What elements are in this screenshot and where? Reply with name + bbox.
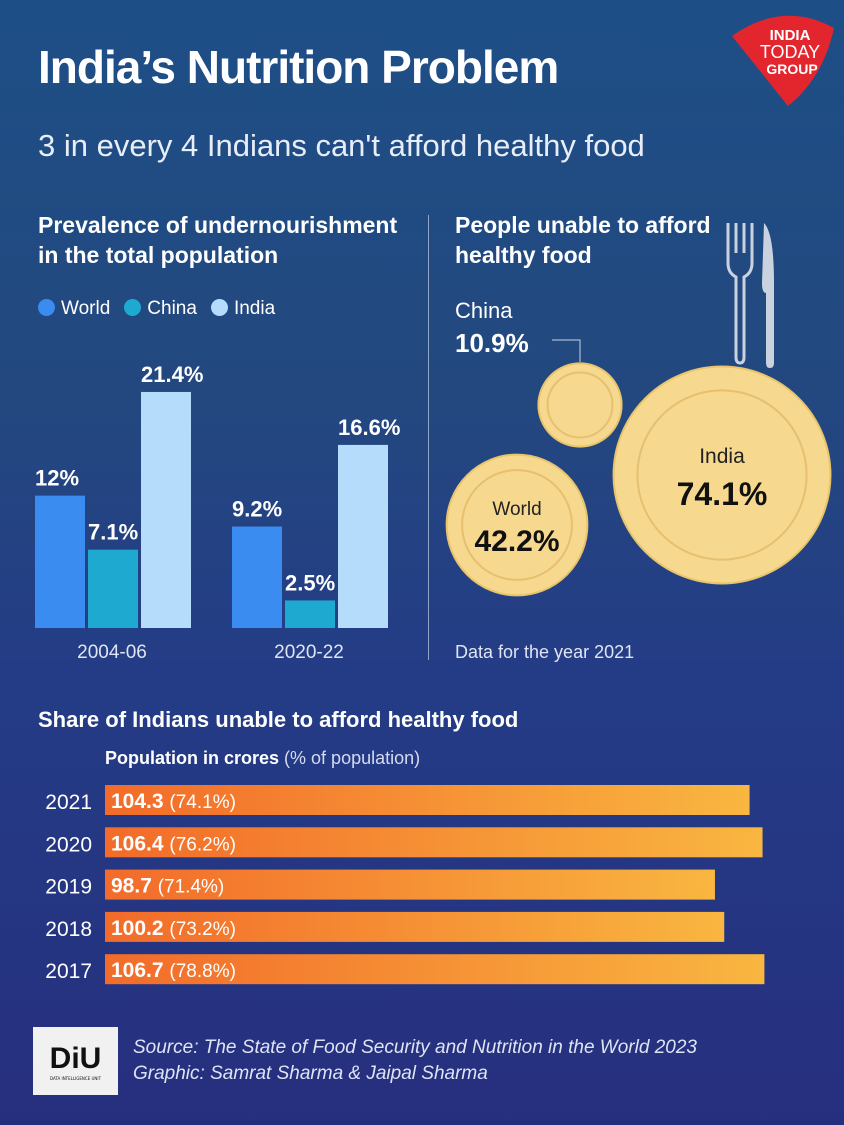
chart3-subtitle: Population in crores (% of population)	[105, 748, 421, 768]
x-tick-label: 2020-22	[274, 642, 344, 663]
plate-rim	[636, 389, 808, 561]
bar-label: 9.2%	[232, 497, 282, 522]
bar-2018	[105, 911, 725, 942]
leader-line	[552, 339, 581, 362]
chart1-title: Prevalence of undernourishment in the to…	[38, 212, 398, 268]
plate-value: 42.2%	[474, 525, 559, 558]
svg-text:TODAY: TODAY	[760, 42, 820, 62]
bar-china-2004-06	[88, 549, 138, 628]
bar-label: 106.4 (76.2%)	[111, 832, 236, 855]
source-text: Source: The State of Food Security and N…	[133, 1037, 697, 1058]
credit-text: Graphic: Samrat Sharma & Jaipal Sharma	[133, 1063, 488, 1084]
plate-name: World	[492, 499, 541, 520]
fork-knife-icon	[726, 223, 774, 368]
chart2-title: People unable to afford healthy food	[455, 212, 711, 268]
plate-rim	[546, 371, 614, 439]
legend-china: China	[124, 298, 197, 320]
divider	[428, 215, 429, 660]
svg-text:GROUP: GROUP	[766, 61, 817, 77]
chart2-note: Data for the year 2021	[455, 642, 634, 662]
x-tick-label: 2004-06	[77, 642, 147, 663]
bar-2021	[105, 785, 750, 815]
plate-china	[537, 362, 623, 448]
bar-label: 16.6%	[338, 415, 400, 440]
chart3-title: Share of Indians unable to afford health…	[38, 707, 519, 732]
y-tick-label: 2018	[45, 918, 92, 941]
bar-2019	[105, 869, 715, 900]
plate-india	[612, 365, 832, 585]
y-tick-label: 2020	[45, 833, 92, 856]
diu-logo: DiU DATA INTELLIGENCE UNIT	[33, 1027, 118, 1095]
plate-value: 10.9%	[455, 328, 529, 358]
bar-world-2004-06	[35, 495, 85, 628]
bar-label: 21.4%	[141, 362, 203, 387]
bar-india-2004-06	[141, 391, 191, 628]
bar-label: 98.7 (71.4%)	[111, 875, 224, 898]
plate-world	[445, 453, 589, 597]
legend-india: India	[210, 298, 275, 320]
plate-name: India	[699, 445, 745, 468]
chart3-bars: 2021 104.3 (74.1%) 2020 106.4 (76.2%) 2019 98…	[45, 785, 765, 985]
bar-india-2020-22	[338, 444, 388, 628]
bar-label: 106.7 (78.8%)	[111, 959, 236, 982]
bar-label: 104.3 (74.1%)	[111, 790, 236, 813]
bar-world-2020-22	[232, 526, 282, 628]
chart2-plates: China 10.9% World 42.2% India 74.1% Data for t…	[445, 298, 832, 662]
bar-2020	[105, 827, 763, 858]
page-subtitle: 3 in every 4 Indians can't afford health…	[38, 128, 645, 163]
bar-label: 100.2 (73.2%)	[111, 917, 236, 940]
bar-china-2020-22	[285, 600, 335, 628]
y-tick-label: 2017	[45, 960, 92, 983]
svg-text:INDIA: INDIA	[770, 27, 811, 44]
y-tick-label: 2021	[45, 791, 92, 814]
chart1-legend: World China India	[38, 298, 275, 320]
plate-value: 74.1%	[677, 476, 768, 512]
page-title: India’s Nutrition Problem	[38, 41, 559, 93]
bar-label: 2.5%	[285, 570, 335, 595]
legend-world: World	[38, 298, 110, 320]
chart1-bars: 12% 7.1% 21.4% 2004-06 9.2% 2.5% 16.6% 2020-22	[35, 362, 400, 663]
bar-label: 7.1%	[88, 520, 138, 545]
india-today-logo: INDIA TODAY GROUP	[732, 15, 834, 106]
bar-label: 12%	[35, 466, 79, 491]
plate-name: China	[455, 298, 513, 323]
plate-rim	[461, 469, 573, 581]
y-tick-label: 2019	[45, 876, 92, 899]
bar-2017	[105, 954, 765, 985]
